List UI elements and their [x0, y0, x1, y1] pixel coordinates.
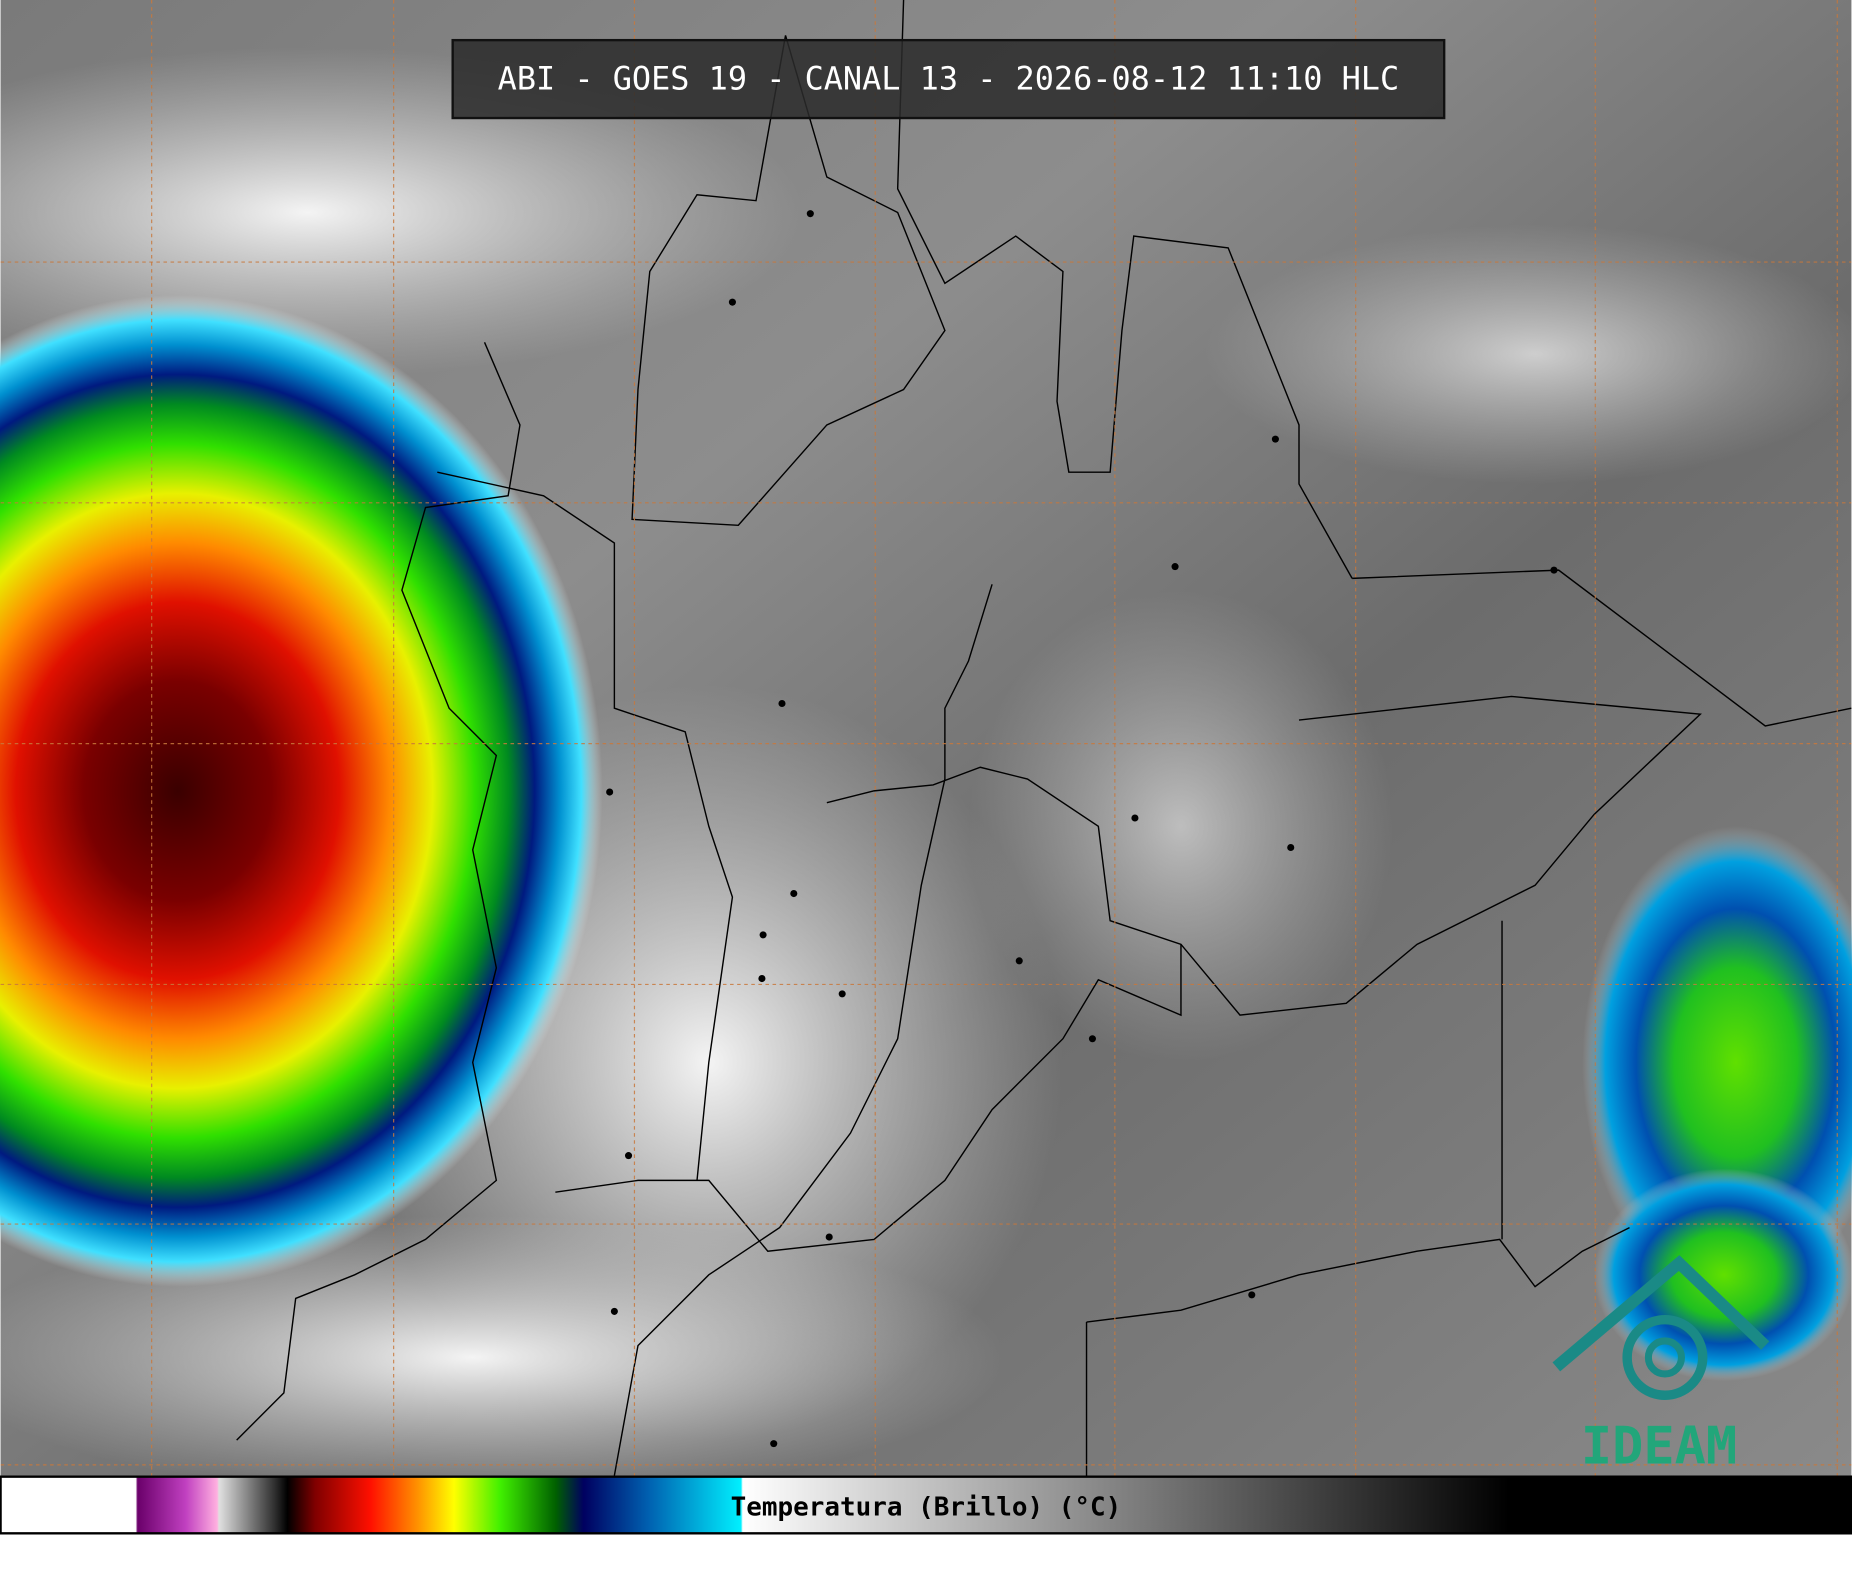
title-box: ABI - GOES 19 - CANAL 13 - 2026-08-12 11…: [451, 38, 1446, 120]
logo-text: IDEAM: [1581, 1417, 1737, 1477]
colorbar-label: Temperatura (Brillo) (°C): [731, 1493, 1122, 1523]
title: ABI - GOES 19 - CANAL 13 - 2026-08-12 11…: [498, 60, 1400, 98]
borders: [236, 0, 1852, 1476]
city-dots: [606, 210, 1558, 1448]
lat-lon-grid: [0, 0, 1852, 1476]
logo: IDEAM: [1552, 1255, 1770, 1477]
colorbar: Temperatura (Brillo) (°C): [0, 1475, 1852, 1535]
imagery: [0, 0, 1852, 1500]
